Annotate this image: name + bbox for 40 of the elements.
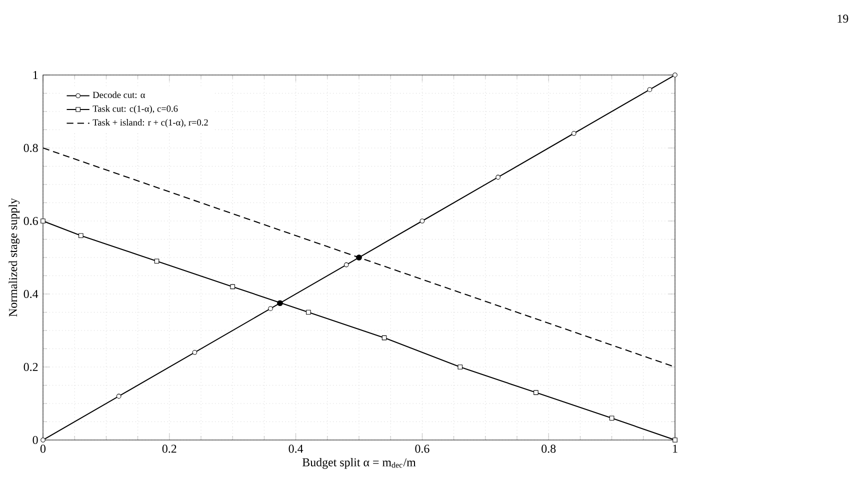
x-axis-title: Budget split α = m$_{dec}$/m (302, 458, 416, 469)
point (40, 218, 46, 224)
point (192, 350, 198, 355)
point (609, 416, 614, 420)
point (268, 306, 273, 311)
point (78, 233, 84, 238)
y-axis-title: Normalized stage supply (8, 198, 20, 317)
y-tick-label: 0.2 (24, 362, 38, 372)
point (382, 335, 387, 340)
y-tick-label: 0 (32, 436, 38, 444)
x-tick-label: 0.6 (415, 444, 430, 453)
x-tick-label: 0.4 (288, 444, 304, 453)
point (344, 262, 349, 268)
point (154, 258, 160, 264)
x-tick-label: 1 (673, 444, 678, 453)
legend-label: Task + island: r + c(1-α), r=0.2 (92, 119, 208, 128)
y-tick-label: 1 (33, 71, 38, 79)
point (116, 394, 122, 399)
point (534, 390, 538, 395)
point (571, 131, 576, 136)
text: 19 (838, 14, 848, 23)
point (672, 72, 678, 78)
y-tick-label: 0.8 (24, 144, 38, 152)
point (40, 438, 46, 442)
point (420, 218, 425, 224)
point (230, 284, 235, 290)
x-tick-label: 0.2 (162, 444, 176, 453)
point (458, 364, 463, 370)
point (647, 87, 652, 92)
point (672, 438, 678, 442)
point (356, 254, 362, 260)
legend-label: Task cut: c(1-α), c=0.6 (92, 105, 178, 114)
x-tick-label: 0 (40, 444, 46, 453)
point (306, 310, 311, 315)
y-tick-label: 0.4 (24, 290, 38, 298)
point (277, 300, 283, 306)
y-tick-label: 0.6 (24, 216, 38, 226)
x-tick-label: 0.8 (542, 444, 556, 453)
legend-label: Decode cut: α (92, 92, 146, 98)
point (496, 174, 500, 180)
